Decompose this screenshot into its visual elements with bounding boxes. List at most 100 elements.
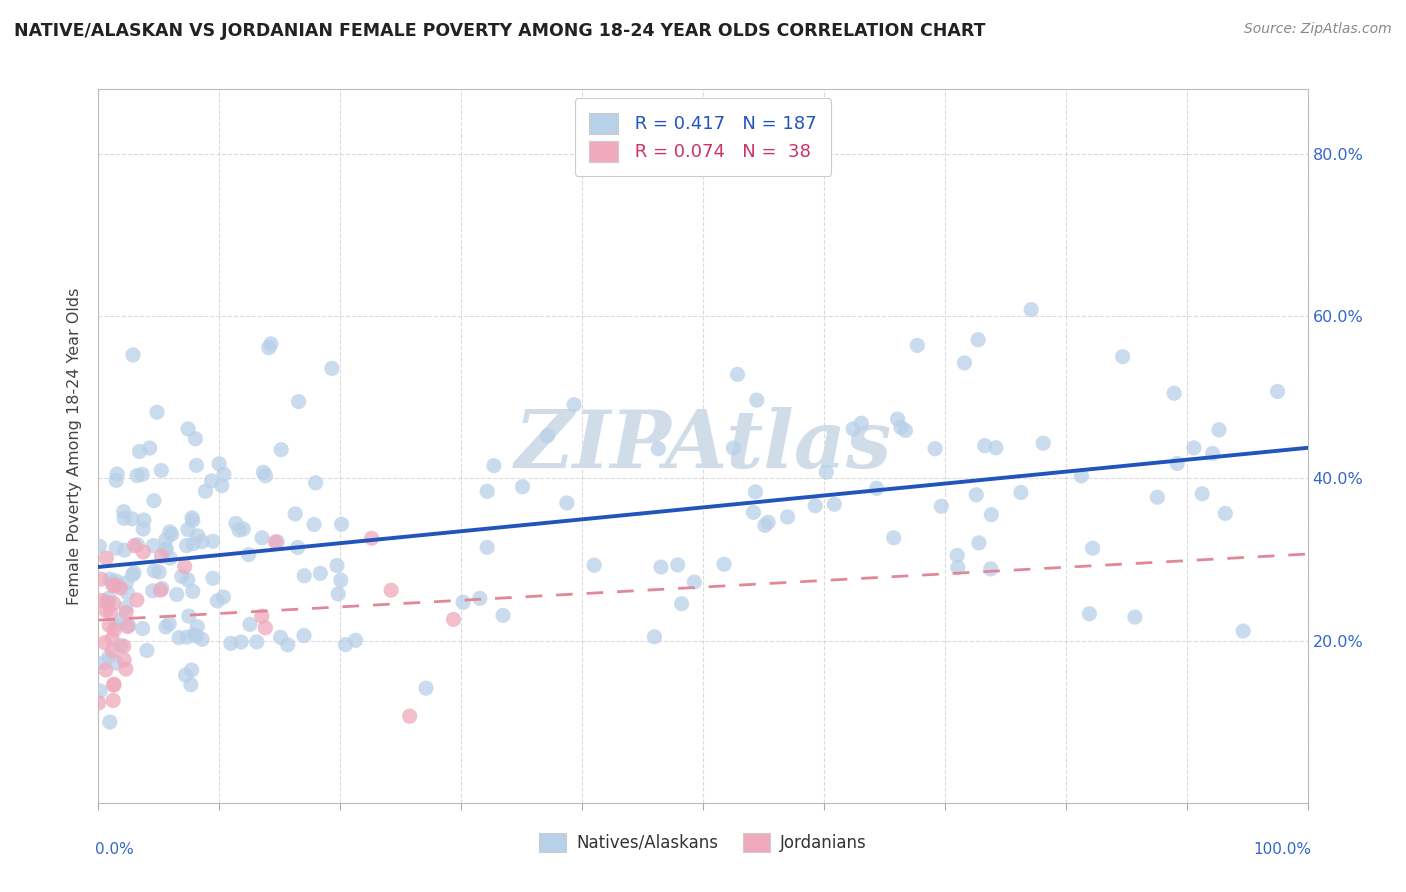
Point — [905, 338, 928, 352]
Point — [475, 484, 498, 499]
Point — [292, 628, 315, 642]
Point — [90, 572, 112, 586]
Point — [100, 606, 122, 620]
Point — [475, 541, 498, 555]
Point — [239, 617, 262, 632]
Point — [142, 583, 165, 598]
Point — [302, 517, 325, 532]
Point — [122, 566, 145, 580]
Point — [136, 643, 159, 657]
Point — [260, 337, 283, 351]
Point — [468, 591, 491, 606]
Point — [155, 541, 177, 556]
Point — [344, 633, 367, 648]
Point — [103, 677, 125, 691]
Point — [727, 368, 749, 382]
Point — [101, 579, 124, 593]
Point — [142, 493, 165, 508]
Point — [1081, 541, 1104, 556]
Point — [713, 558, 735, 572]
Point — [176, 539, 198, 553]
Point — [142, 539, 165, 553]
Text: 0.0%: 0.0% — [94, 842, 134, 857]
Point — [360, 531, 382, 545]
Point — [246, 635, 269, 649]
Point — [335, 638, 357, 652]
Point — [96, 594, 118, 608]
Point — [823, 497, 845, 511]
Point — [122, 348, 145, 362]
Point — [181, 584, 204, 599]
Point — [304, 475, 326, 490]
Point — [894, 424, 917, 438]
Point — [112, 505, 135, 519]
Point — [98, 714, 121, 729]
Point — [1146, 490, 1168, 504]
Point — [1191, 487, 1213, 501]
Point — [160, 527, 183, 541]
Point — [967, 536, 990, 550]
Point — [225, 516, 247, 531]
Point — [201, 534, 224, 549]
Point — [980, 508, 1002, 522]
Point — [180, 678, 202, 692]
Point — [1019, 302, 1042, 317]
Text: 100.0%: 100.0% — [1253, 842, 1312, 857]
Point — [105, 474, 128, 488]
Point — [166, 587, 188, 601]
Point — [115, 575, 138, 590]
Point — [121, 567, 143, 582]
Point — [155, 620, 177, 634]
Point — [104, 578, 127, 592]
Point — [328, 587, 350, 601]
Point — [536, 428, 558, 442]
Point — [250, 609, 273, 624]
Point — [112, 640, 135, 654]
Point — [1201, 446, 1223, 460]
Point — [97, 596, 120, 610]
Point — [309, 566, 332, 581]
Point — [953, 356, 976, 370]
Point — [804, 499, 827, 513]
Point — [89, 539, 111, 553]
Point — [200, 474, 222, 488]
Point — [180, 663, 202, 677]
Point — [756, 515, 779, 529]
Point — [112, 511, 135, 525]
Point — [103, 596, 125, 610]
Point — [219, 636, 242, 650]
Point — [117, 619, 139, 633]
Text: NATIVE/ALASKAN VS JORDANIAN FEMALE POVERTY AMONG 18-24 YEAR OLDS CORRELATION CHA: NATIVE/ALASKAN VS JORDANIAN FEMALE POVER… — [14, 22, 986, 40]
Point — [159, 524, 181, 539]
Point — [745, 393, 768, 408]
Point — [744, 484, 766, 499]
Point — [143, 564, 166, 578]
Point — [181, 511, 204, 525]
Point — [277, 638, 299, 652]
Point — [1078, 607, 1101, 621]
Point — [125, 593, 148, 607]
Point — [1123, 610, 1146, 624]
Point — [842, 422, 865, 436]
Point — [671, 597, 693, 611]
Point — [190, 534, 212, 549]
Point — [287, 394, 309, 409]
Point — [1163, 386, 1185, 401]
Point — [114, 543, 136, 558]
Point — [191, 632, 214, 647]
Point — [270, 442, 292, 457]
Point — [174, 668, 197, 682]
Point — [380, 583, 402, 598]
Point — [1208, 423, 1230, 437]
Point — [723, 441, 745, 455]
Point — [150, 463, 173, 477]
Point — [865, 481, 887, 495]
Point — [973, 439, 995, 453]
Point — [492, 608, 515, 623]
Point — [980, 562, 1002, 576]
Point — [124, 539, 146, 553]
Point — [93, 656, 115, 670]
Point — [110, 581, 132, 595]
Point — [98, 618, 121, 632]
Point — [329, 573, 352, 587]
